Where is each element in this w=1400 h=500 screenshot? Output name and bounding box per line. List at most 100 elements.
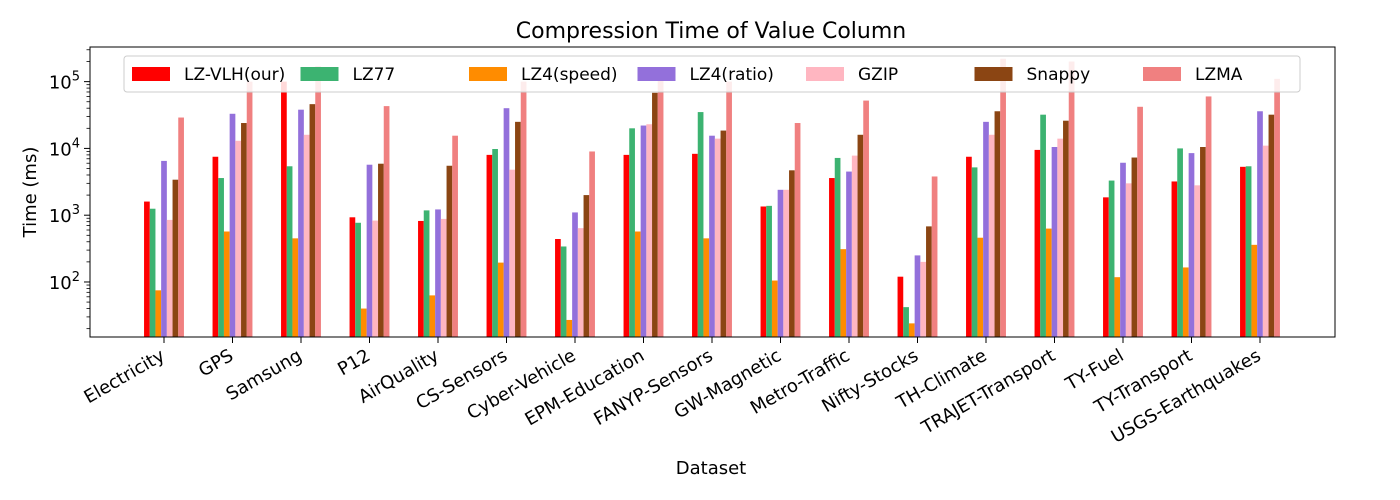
x-tick-label: EPM-Education (522, 345, 648, 430)
bar (1000, 58, 1006, 337)
bar (218, 178, 224, 337)
bar (246, 81, 253, 337)
bar (452, 135, 458, 337)
bar (789, 170, 795, 337)
bar (566, 319, 573, 337)
bar (720, 130, 727, 337)
bar (572, 212, 578, 337)
bar (1245, 166, 1252, 337)
bar (520, 81, 527, 337)
x-tick-label: GPS (195, 345, 237, 381)
bar (281, 81, 287, 337)
y-tick-label: 104 (49, 136, 80, 160)
bar (1034, 149, 1041, 337)
y-tick-base: 10 (49, 206, 72, 227)
bar (583, 195, 590, 337)
bar (857, 134, 864, 337)
bar (1040, 114, 1046, 338)
bar (241, 123, 247, 338)
legend-label: GZIP (858, 65, 898, 85)
bar (349, 217, 356, 337)
bar (623, 154, 630, 337)
bar (1063, 120, 1069, 337)
bar (846, 171, 852, 337)
bar (435, 209, 441, 337)
bar (1045, 228, 1052, 337)
bar (229, 113, 236, 337)
bar (298, 109, 304, 337)
legend-box (123, 55, 1301, 93)
y-tick-exponent: 5 (72, 70, 80, 85)
y-axis-label: Time (ms) (20, 147, 41, 239)
bar (1257, 111, 1263, 337)
bar (652, 92, 658, 337)
legend: LZ-VLH(our) LZ77 LZ4(speed) LZ4(ratio) GZIP S… (123, 55, 1301, 93)
bar (1114, 277, 1121, 337)
bar (315, 66, 321, 338)
bar (697, 112, 704, 337)
bar (1182, 267, 1189, 337)
bar (503, 108, 510, 337)
y-tick-exponent: 4 (72, 136, 80, 151)
bar (766, 205, 772, 337)
bar (920, 261, 927, 337)
y-tick-base: 10 (49, 73, 72, 94)
bar (771, 280, 778, 337)
bar (149, 208, 156, 337)
bar (144, 201, 150, 337)
legend-label: Snappy (1027, 65, 1091, 85)
bar (497, 262, 504, 337)
bar (440, 218, 447, 337)
legend-swatch (1143, 67, 1181, 81)
y-tick-label: 105 (49, 70, 80, 94)
y-tick-label: 103 (49, 203, 80, 227)
bar (446, 165, 453, 337)
bar (429, 295, 436, 337)
bar (646, 124, 653, 337)
y-tick-base: 10 (49, 273, 72, 294)
bar (172, 179, 179, 337)
bar (223, 231, 230, 337)
bar (383, 106, 390, 337)
bar (366, 164, 373, 337)
y-tick-label: 102 (49, 270, 80, 294)
chart-title: Compression Time of Value Column (516, 19, 906, 44)
bar (1108, 180, 1115, 337)
bar (1205, 96, 1212, 337)
legend-swatch (806, 67, 844, 81)
bar (555, 239, 561, 337)
bar (509, 169, 516, 337)
bar (931, 176, 938, 337)
bar (988, 134, 995, 337)
bar (309, 104, 316, 338)
bar (423, 210, 430, 337)
y-tick-exponent: 2 (72, 270, 80, 285)
bar (372, 220, 379, 337)
bar (983, 121, 989, 337)
bar (709, 135, 715, 337)
bar (515, 121, 521, 337)
bar (977, 237, 984, 337)
bar (1125, 183, 1132, 337)
bar (161, 160, 167, 337)
bar (692, 153, 698, 337)
bar (966, 156, 972, 337)
bar (560, 246, 567, 337)
bar (292, 238, 299, 337)
legend-swatch (300, 67, 339, 81)
bar (286, 166, 293, 337)
bar (834, 157, 841, 337)
bar (1051, 147, 1058, 337)
legend-label: LZ4(speed) (521, 65, 618, 85)
bar (1188, 153, 1195, 337)
bar (657, 69, 664, 338)
bar (1177, 148, 1183, 337)
bar (1137, 106, 1143, 337)
bar (155, 290, 162, 337)
bar (634, 231, 641, 337)
bar (726, 81, 732, 337)
bar (1068, 61, 1075, 338)
